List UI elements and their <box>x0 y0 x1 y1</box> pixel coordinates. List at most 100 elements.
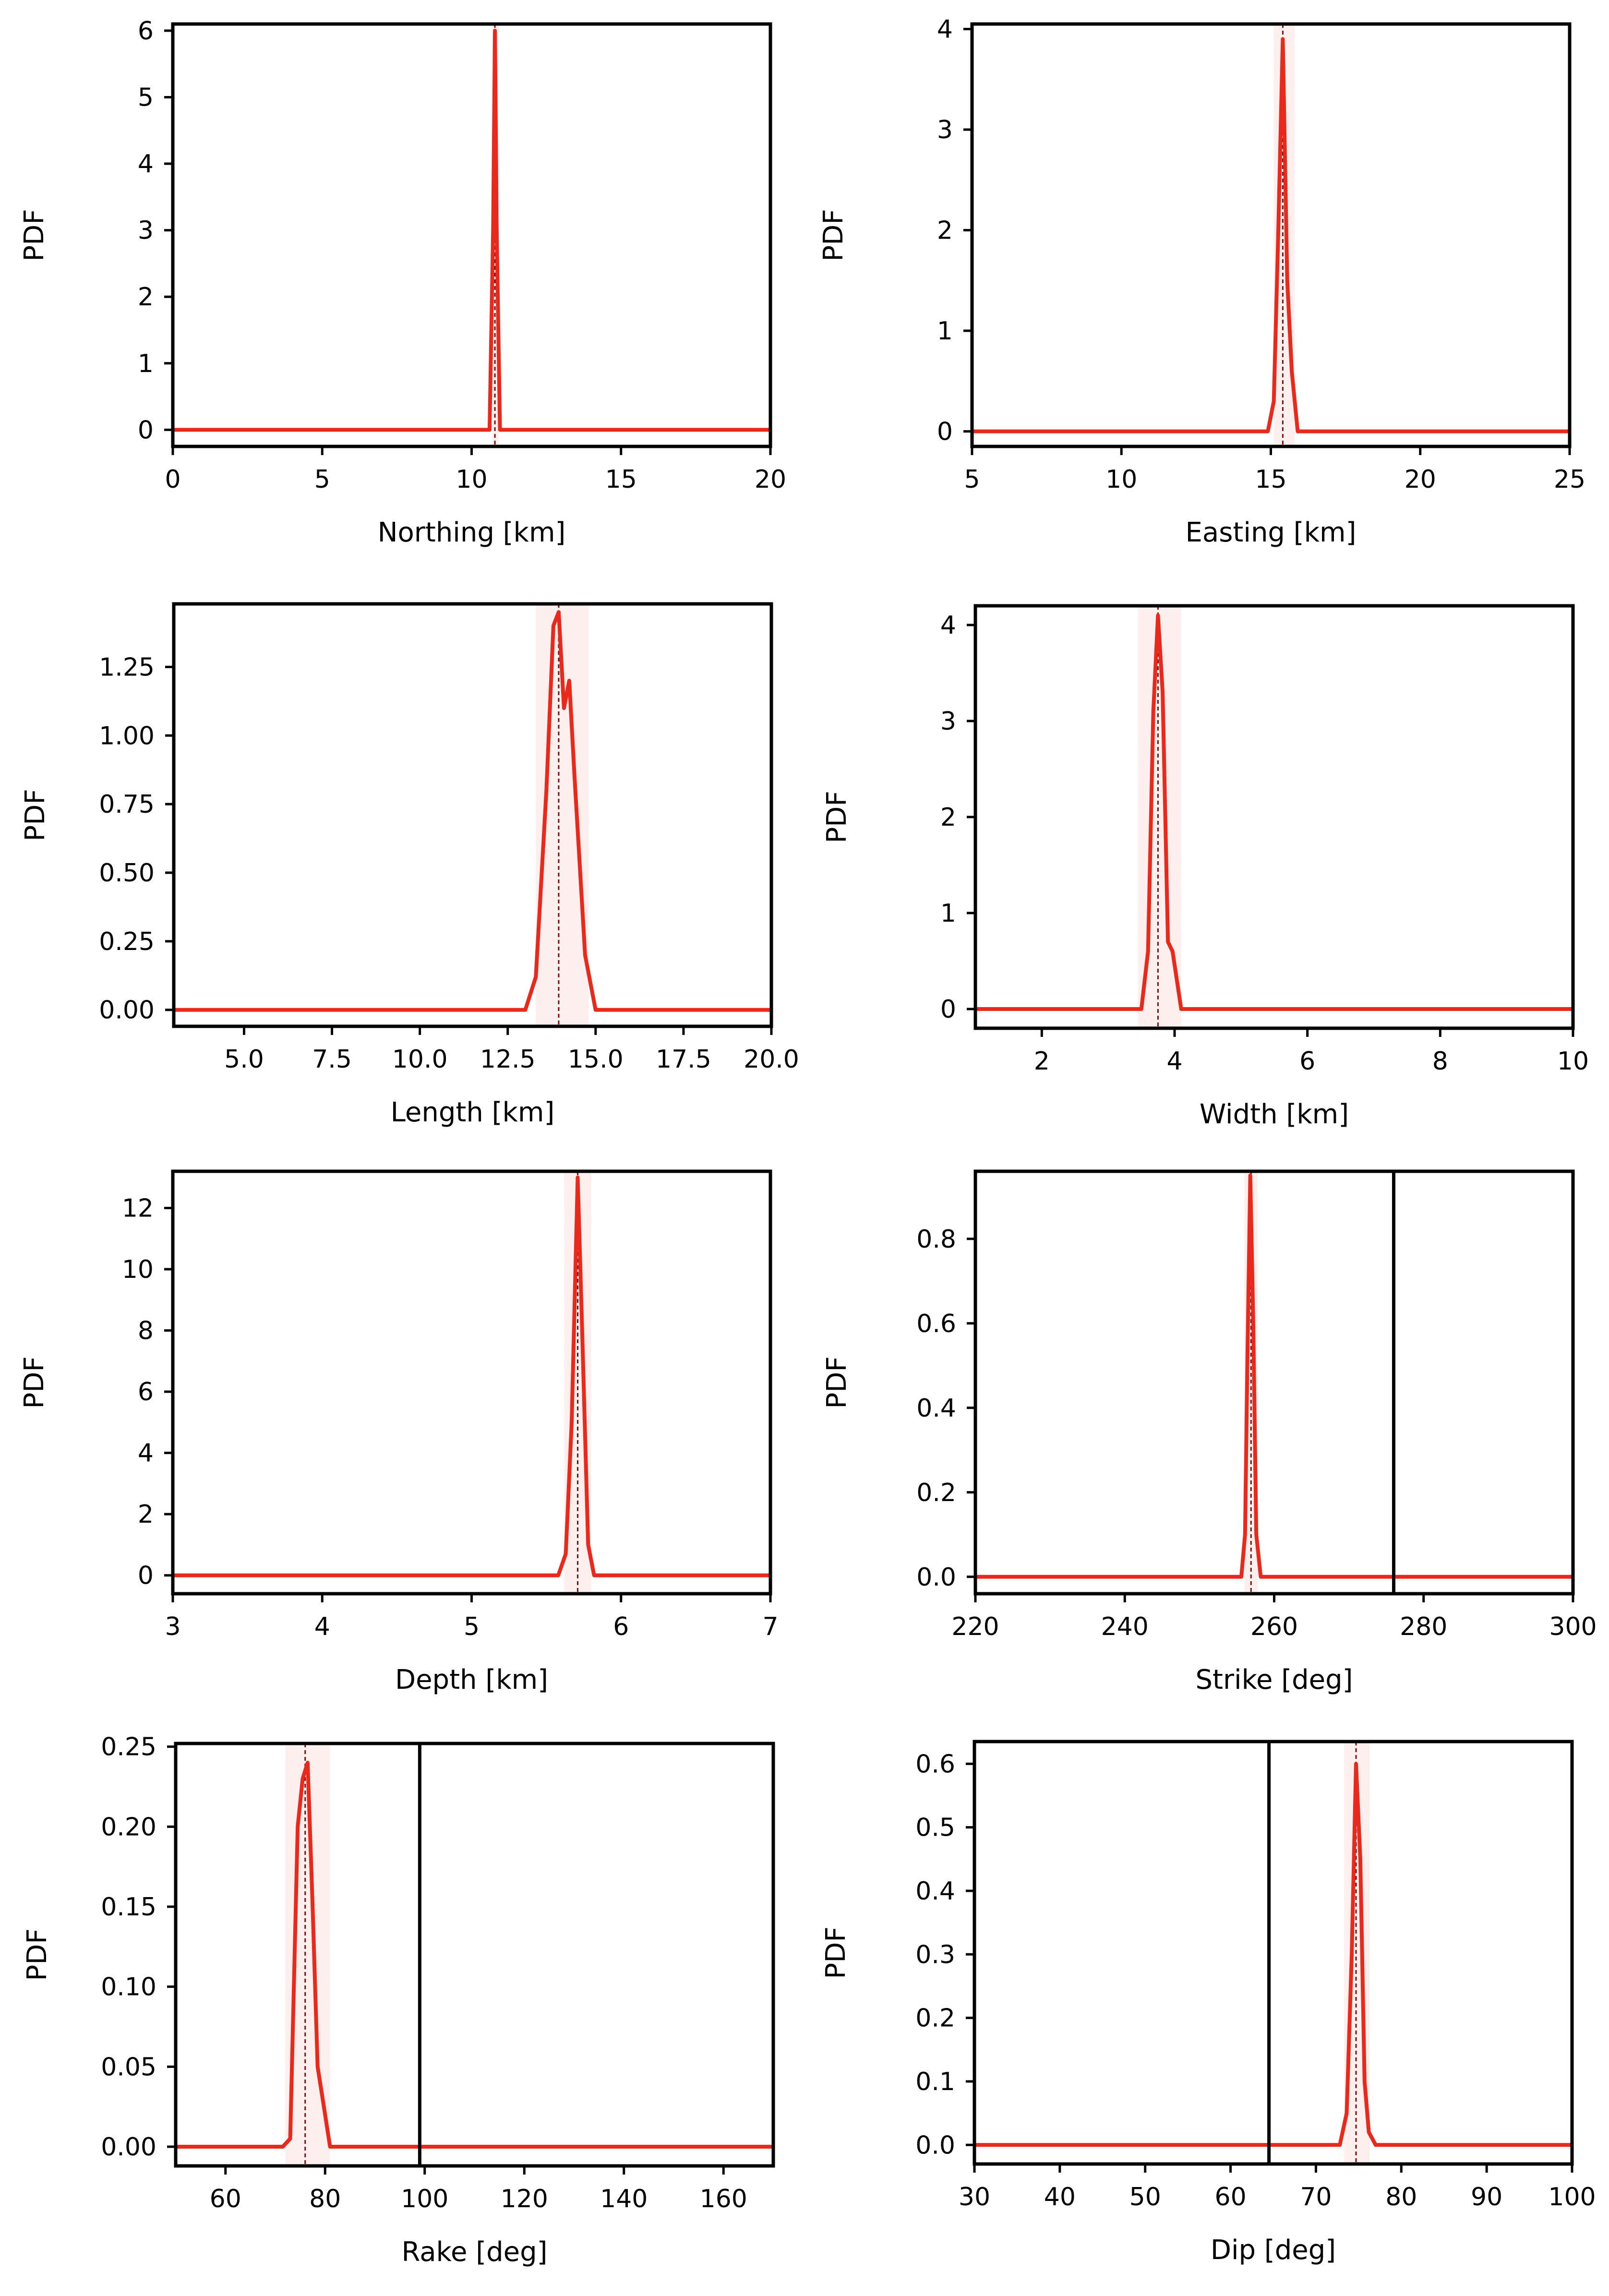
x-axis-label: Strike [deg] <box>1195 1664 1353 1695</box>
x-axis-label: Rake [deg] <box>402 2236 548 2268</box>
x-tick-label: 300 <box>1549 1612 1597 1641</box>
x-tick-label: 15.0 <box>568 1045 624 1074</box>
y-tick-label: 1 <box>937 317 953 346</box>
y-tick-label: 2 <box>940 803 956 832</box>
y-axis-label: PDF <box>19 1356 50 1408</box>
y-tick-label: 0.1 <box>915 2068 955 2096</box>
x-tick-label: 15 <box>1255 465 1286 494</box>
x-tick-label: 20.0 <box>744 1045 799 1074</box>
y-tick-label: 3 <box>138 216 154 245</box>
chart-panel-5: 3 4 5 6 7 0 2 4 6 8 10 12 Depth [km] PDF <box>19 1169 779 1695</box>
y-tick-label: 4 <box>138 150 154 179</box>
x-tick-label: 25 <box>1554 465 1585 494</box>
plot-frame <box>973 604 1575 1030</box>
x-tick-label: 15 <box>605 465 637 494</box>
x-tick-label: 10 <box>1105 465 1137 494</box>
x-axis-label: Dip [deg] <box>1211 2235 1336 2266</box>
x-tick-label: 4 <box>314 1612 330 1641</box>
y-tick-label: 0.25 <box>101 1733 156 1762</box>
y-tick-label: 0.3 <box>915 1940 955 1969</box>
x-tick-label: 120 <box>501 2185 548 2213</box>
y-tick-label: 0.00 <box>99 996 155 1025</box>
y-tick-label: 0.75 <box>99 790 155 819</box>
pdf-curve <box>972 37 1570 433</box>
x-axis-label: Northing [km] <box>378 517 566 548</box>
x-tick-label: 4 <box>1166 1047 1182 1076</box>
y-tick-label: 0 <box>138 1562 154 1590</box>
x-tick-label: 6 <box>1299 1047 1315 1076</box>
pdf-curve <box>975 613 1573 1011</box>
x-tick-label: 160 <box>700 2185 747 2213</box>
y-axis-label: PDF <box>820 1926 852 1979</box>
x-tick-label: 60 <box>1214 2183 1246 2212</box>
pdf-curve <box>173 1175 770 1577</box>
chart-panel-7: 60 80 100 120 140 160 0.00 0.05 0.10 0.15 0.20 0.25… <box>22 1733 775 2268</box>
y-tick-label: 4 <box>940 611 956 640</box>
chart-panel-1: 0 5 10 15 20 0 1 2 3 4 5 6 Northing [km] PDF <box>19 17 786 548</box>
y-tick-label: 0 <box>138 416 154 445</box>
y-tick-label: 0.25 <box>99 927 155 956</box>
plot-frame <box>174 1742 775 2168</box>
y-tick-label: 2 <box>138 1500 154 1529</box>
x-tick-label: 50 <box>1129 2183 1161 2212</box>
plot-frame <box>171 1169 772 1596</box>
plot-frame <box>973 1169 1575 1596</box>
y-tick-label: 0.4 <box>915 1877 955 1906</box>
y-axis-label: PDF <box>821 791 853 843</box>
x-tick-label: 80 <box>1385 2183 1417 2212</box>
y-tick-label: 0.2 <box>916 1479 956 1507</box>
x-tick-label: 0 <box>165 465 180 494</box>
x-axis-label: Width [km] <box>1200 1099 1349 1130</box>
y-tick-label: 1.25 <box>99 653 155 682</box>
pdf-curve <box>174 610 771 1012</box>
y-tick-label: 0.20 <box>101 1813 156 1841</box>
x-tick-label: 2 <box>1034 1047 1050 1076</box>
x-tick-label: 12.5 <box>480 1045 536 1074</box>
y-tick-label: 0.6 <box>916 1310 956 1338</box>
x-tick-label: 6 <box>613 1612 629 1641</box>
y-tick-label: 6 <box>138 17 154 46</box>
pdf-curve <box>173 28 770 432</box>
x-tick-label: 20 <box>1405 465 1436 494</box>
y-tick-label: 0.5 <box>915 1814 955 1842</box>
x-tick-label: 80 <box>309 2185 341 2213</box>
y-axis-label: PDF <box>19 209 50 261</box>
x-tick-label: 3 <box>165 1612 180 1641</box>
y-tick-label: 0.0 <box>916 1563 956 1592</box>
x-tick-label: 30 <box>959 2183 990 2212</box>
x-tick-label: 260 <box>1250 1612 1298 1641</box>
x-axis-label: Depth [km] <box>395 1664 548 1695</box>
y-tick-label: 0.10 <box>101 1973 156 2002</box>
y-tick-label: 0.15 <box>101 1893 156 1922</box>
y-tick-label: 0 <box>937 418 953 446</box>
y-axis-label: PDF <box>20 789 51 841</box>
chart-panel-4: 2 4 6 8 10 0 1 2 3 4 Width [km] PDF <box>821 604 1589 1130</box>
x-tick-label: 5 <box>464 1612 480 1641</box>
y-tick-label: 0.00 <box>101 2133 156 2162</box>
x-tick-label: 140 <box>600 2185 648 2213</box>
x-tick-label: 8 <box>1432 1047 1448 1076</box>
y-tick-label: 10 <box>122 1255 154 1284</box>
y-tick-label: 2 <box>138 283 154 312</box>
y-tick-label: 5 <box>138 83 154 112</box>
x-tick-label: 10 <box>1557 1047 1589 1076</box>
y-tick-label: 0.05 <box>101 2053 156 2081</box>
y-tick-label: 1 <box>940 899 956 928</box>
x-tick-label: 20 <box>755 465 786 494</box>
x-axis-label: Length [km] <box>391 1097 555 1128</box>
y-tick-label: 0.0 <box>915 2131 955 2160</box>
y-tick-label: 0.8 <box>916 1225 956 1254</box>
y-tick-label: 2 <box>937 216 953 245</box>
y-axis-label: PDF <box>818 209 849 261</box>
y-tick-label: 1 <box>138 349 154 378</box>
y-axis-label: PDF <box>22 1928 53 1981</box>
y-tick-label: 3 <box>937 116 953 144</box>
plot-frame <box>973 1740 1574 2166</box>
x-axis-label: Easting [km] <box>1186 517 1357 548</box>
plot-frame <box>171 22 772 448</box>
y-tick-label: 1.00 <box>99 721 155 750</box>
x-tick-label: 10.0 <box>392 1045 448 1074</box>
x-tick-label: 40 <box>1044 2183 1076 2212</box>
y-tick-label: 0.50 <box>99 859 155 888</box>
